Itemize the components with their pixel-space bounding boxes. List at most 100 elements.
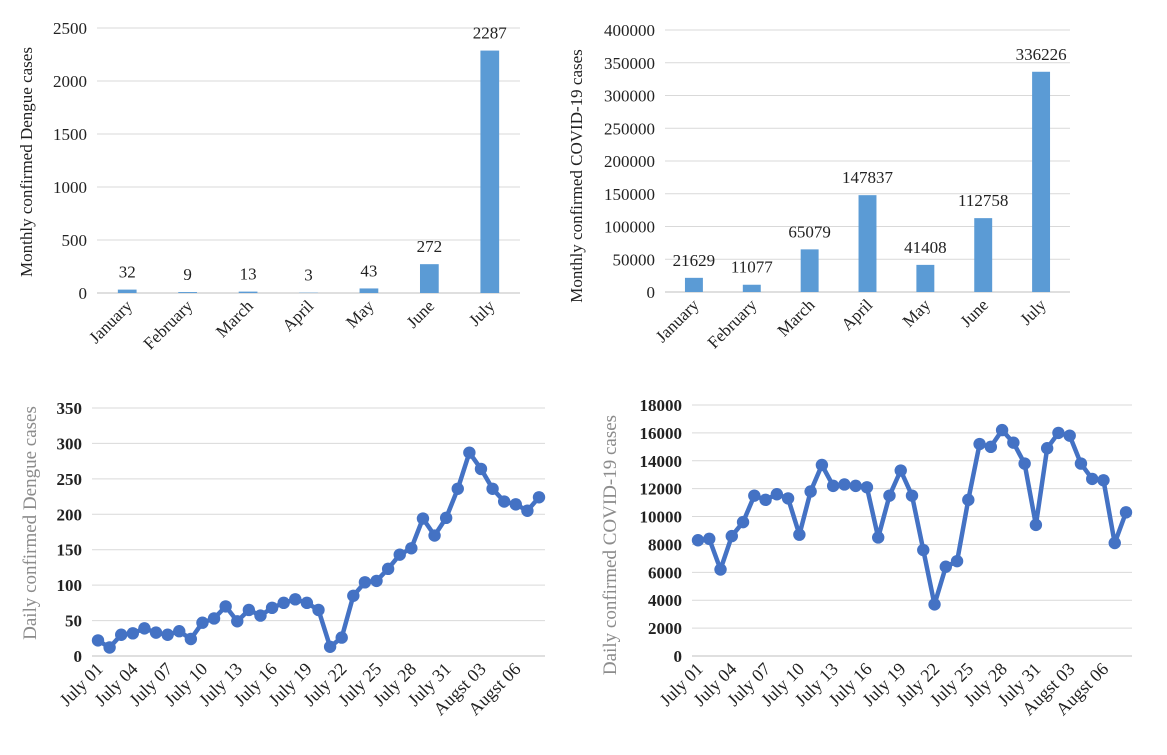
- y-tick-label: 2500: [53, 19, 87, 38]
- bar: [685, 278, 703, 292]
- x-tick-label: March: [212, 296, 257, 341]
- y-tick-label: 100000: [604, 218, 655, 237]
- data-point: [440, 512, 452, 524]
- series-line: [698, 430, 1126, 604]
- y-tick-label: 200000: [604, 152, 655, 171]
- data-point: [208, 612, 220, 624]
- y-axis-label: Monthly confirmed Dengue cases: [17, 47, 36, 277]
- y-tick-label: 1500: [53, 125, 87, 144]
- y-tick-label: 300: [57, 434, 83, 453]
- data-point: [510, 498, 522, 510]
- data-point: [254, 609, 266, 621]
- y-tick-label: 18000: [640, 396, 683, 415]
- data-point: [266, 602, 278, 614]
- x-tick-label: April: [838, 295, 877, 334]
- data-point: [827, 480, 839, 492]
- y-tick-label: 0: [674, 647, 683, 666]
- data-label: 272: [417, 237, 443, 256]
- data-point: [804, 485, 816, 497]
- data-point: [394, 548, 406, 560]
- data-point: [138, 622, 150, 634]
- x-tick-label: July: [1016, 295, 1050, 329]
- data-label: 32: [119, 263, 136, 282]
- data-point: [692, 534, 704, 546]
- data-point: [324, 641, 336, 653]
- data-point: [219, 600, 231, 612]
- data-label: 43: [360, 261, 377, 280]
- data-point: [417, 512, 429, 524]
- y-tick-label: 350: [57, 399, 83, 418]
- x-tick-label: May: [899, 295, 935, 331]
- data-point: [486, 483, 498, 495]
- data-point: [231, 615, 243, 627]
- x-tick-label: March: [774, 295, 819, 340]
- y-tick-label: 500: [62, 231, 88, 250]
- data-point: [382, 563, 394, 575]
- y-tick-label: 350000: [604, 54, 655, 73]
- y-tick-label: 14000: [640, 452, 683, 471]
- x-tick-label: April: [279, 296, 318, 335]
- data-point: [1109, 537, 1121, 549]
- data-point: [301, 597, 313, 609]
- bar: [916, 265, 934, 292]
- data-point: [475, 463, 487, 475]
- data-point: [906, 489, 918, 501]
- y-tick-label: 1000: [53, 178, 87, 197]
- data-point: [150, 626, 162, 638]
- covid-monthly-svg: 0500001000001500002000002500003000003500…: [570, 0, 1167, 380]
- data-point: [793, 528, 805, 540]
- x-tick-label: July: [465, 296, 499, 330]
- x-tick-label: February: [140, 296, 197, 353]
- y-tick-label: 50000: [613, 250, 656, 269]
- y-axis-label: Monthly confirmed COVID-19 cases: [570, 49, 586, 303]
- y-axis-label: Daily confirmed Dengue cases: [20, 406, 41, 640]
- data-point: [895, 464, 907, 476]
- covid-daily-svg: 0200040006000800010000120001400016000180…: [580, 383, 1167, 750]
- data-point: [883, 489, 895, 501]
- data-point: [1075, 457, 1087, 469]
- x-tick-label: May: [342, 296, 378, 332]
- data-point: [838, 478, 850, 490]
- data-point: [748, 489, 760, 501]
- y-tick-label: 200: [57, 505, 83, 524]
- data-point: [1007, 436, 1019, 448]
- data-point: [849, 480, 861, 492]
- data-point: [336, 631, 348, 643]
- y-tick-label: 50: [65, 612, 82, 631]
- data-point: [92, 634, 104, 646]
- data-point: [1018, 457, 1030, 469]
- x-tick-label: January: [85, 296, 136, 347]
- bar: [1032, 72, 1050, 292]
- data-point: [861, 481, 873, 493]
- data-label: 112758: [958, 191, 1008, 210]
- data-label: 11077: [731, 258, 773, 277]
- data-label: 9: [183, 265, 192, 284]
- data-label: 3: [304, 266, 313, 285]
- data-label: 21629: [673, 251, 716, 270]
- data-point: [759, 494, 771, 506]
- data-point: [703, 533, 715, 545]
- data-point: [277, 597, 289, 609]
- data-label: 147837: [842, 168, 894, 187]
- data-point: [521, 505, 533, 517]
- x-tick-label: February: [704, 295, 761, 352]
- data-point: [498, 495, 510, 507]
- data-label: 13: [240, 265, 257, 284]
- bar: [859, 195, 877, 292]
- data-point: [1097, 474, 1109, 486]
- data-point: [1086, 473, 1098, 485]
- data-point: [962, 494, 974, 506]
- y-tick-label: 0: [647, 283, 656, 302]
- data-point: [940, 561, 952, 573]
- data-point: [533, 491, 545, 503]
- data-point: [985, 441, 997, 453]
- data-point: [996, 424, 1008, 436]
- y-tick-label: 2000: [648, 619, 682, 638]
- data-point: [359, 576, 371, 588]
- data-point: [405, 542, 417, 554]
- data-point: [161, 629, 173, 641]
- data-point: [103, 641, 115, 653]
